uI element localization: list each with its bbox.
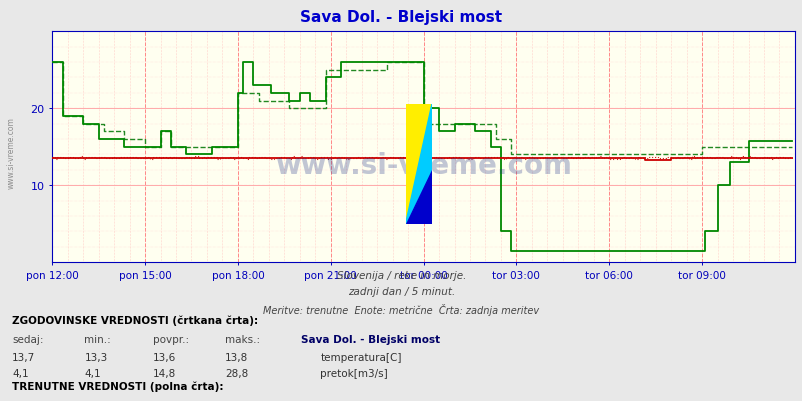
Text: Sava Dol. - Blejski most: Sava Dol. - Blejski most: [301, 334, 439, 344]
Text: Slovenija / reke in morje.: Slovenija / reke in morje.: [336, 271, 466, 281]
Text: 13,6: 13,6: [152, 352, 176, 362]
Text: sedaj:: sedaj:: [12, 400, 43, 401]
Text: ZGODOVINSKE VREDNOSTI (črtkana črta):: ZGODOVINSKE VREDNOSTI (črtkana črta):: [12, 315, 258, 325]
Text: 4,1: 4,1: [12, 368, 29, 378]
Text: www.si-vreme.com: www.si-vreme.com: [6, 117, 15, 188]
Text: zadnji dan / 5 minut.: zadnji dan / 5 minut.: [347, 287, 455, 297]
Text: min.:: min.:: [84, 400, 111, 401]
Text: TRENUTNE VREDNOSTI (polna črta):: TRENUTNE VREDNOSTI (polna črta):: [12, 381, 223, 391]
Polygon shape: [405, 104, 431, 225]
Text: 14,8: 14,8: [152, 368, 176, 378]
Text: sedaj:: sedaj:: [12, 334, 43, 344]
Text: Meritve: trenutne  Enote: metrične  Črta: zadnja meritev: Meritve: trenutne Enote: metrične Črta: …: [263, 303, 539, 315]
Text: www.si-vreme.com: www.si-vreme.com: [275, 152, 571, 180]
Text: pretok[m3/s]: pretok[m3/s]: [320, 368, 387, 378]
Text: maks.:: maks.:: [225, 400, 260, 401]
Text: 13,3: 13,3: [84, 352, 107, 362]
Polygon shape: [405, 104, 431, 225]
Text: temperatura[C]: temperatura[C]: [320, 352, 401, 362]
Text: povpr.:: povpr.:: [152, 400, 188, 401]
Text: 13,7: 13,7: [12, 352, 35, 362]
Text: 4,1: 4,1: [84, 368, 101, 378]
Text: povpr.:: povpr.:: [152, 334, 188, 344]
Text: 13,8: 13,8: [225, 352, 248, 362]
Text: min.:: min.:: [84, 334, 111, 344]
Text: 28,8: 28,8: [225, 368, 248, 378]
Polygon shape: [405, 170, 431, 225]
Text: maks.:: maks.:: [225, 334, 260, 344]
Text: Sava Dol. - Blejski most: Sava Dol. - Blejski most: [300, 10, 502, 25]
Text: Sava Dol. - Blejski most: Sava Dol. - Blejski most: [301, 400, 439, 401]
